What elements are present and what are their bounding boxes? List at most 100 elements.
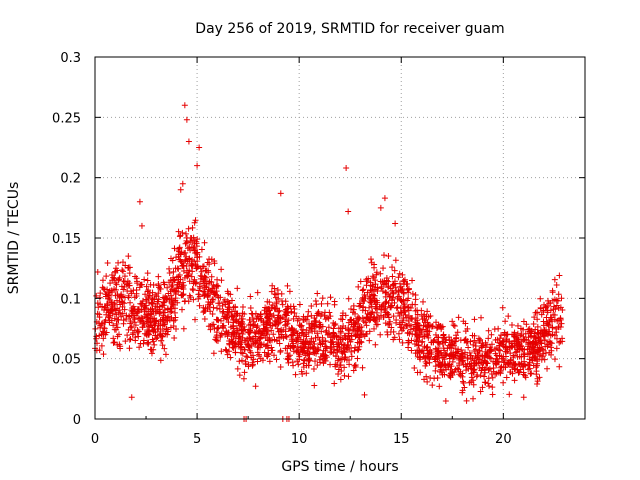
data-point [234, 365, 241, 372]
data-point [186, 278, 193, 285]
data-point [370, 274, 377, 281]
data-point [275, 295, 282, 302]
data-point [514, 322, 521, 329]
chart-title: Day 256 of 2019, SRMTID for receiver gua… [195, 21, 504, 37]
data-point [366, 337, 373, 344]
data-point [503, 337, 510, 344]
data-point [418, 307, 425, 314]
data-point [239, 334, 246, 341]
data-point [418, 339, 425, 346]
data-point [182, 240, 189, 247]
data-point [485, 335, 492, 342]
data-point [190, 245, 197, 252]
data-point [136, 198, 143, 205]
data-point [332, 320, 339, 327]
data-point [414, 311, 421, 318]
data-point [224, 311, 231, 318]
data-point [549, 324, 556, 331]
data-point [133, 290, 140, 297]
data-point [302, 331, 309, 338]
data-point [187, 294, 194, 301]
data-point [382, 305, 389, 312]
data-point [206, 304, 213, 311]
data-point [381, 252, 388, 259]
data-point [143, 283, 150, 290]
data-point [291, 305, 298, 312]
data-point [368, 256, 375, 263]
data-point [149, 306, 156, 313]
data-point [105, 289, 112, 296]
data-point [185, 298, 192, 305]
data-point [493, 352, 500, 359]
data-point [439, 340, 446, 347]
data-point [124, 332, 131, 339]
data-point [461, 384, 468, 391]
data-point [393, 305, 400, 312]
data-point [242, 358, 249, 365]
data-point [110, 339, 117, 346]
data-point [149, 336, 156, 343]
data-point [200, 309, 207, 316]
data-point [170, 301, 177, 308]
data-point [220, 325, 227, 332]
data-point [203, 267, 210, 274]
data-point [464, 355, 471, 362]
data-point [233, 331, 240, 338]
data-point [389, 264, 396, 271]
data-point [119, 259, 126, 266]
data-point [124, 288, 131, 295]
data-point [367, 279, 374, 286]
data-point [428, 339, 435, 346]
data-point [559, 338, 566, 345]
data-point [98, 342, 105, 349]
data-point [127, 320, 134, 327]
data-point [145, 322, 152, 329]
data-point [420, 326, 427, 333]
data-point [533, 368, 540, 375]
data-point [485, 367, 492, 374]
data-point [379, 288, 386, 295]
data-point [359, 364, 366, 371]
data-point [111, 326, 118, 333]
data-point [374, 321, 381, 328]
data-point [530, 321, 537, 328]
data-point [373, 271, 380, 278]
data-point [433, 325, 440, 332]
data-point [244, 354, 251, 361]
data-point [185, 138, 192, 145]
data-point [139, 297, 146, 304]
data-point [438, 369, 445, 376]
data-point [360, 286, 367, 293]
data-point [436, 383, 443, 390]
data-point [260, 318, 267, 325]
data-point [271, 336, 278, 343]
data-point [283, 306, 290, 313]
data-point [271, 352, 278, 359]
data-point [293, 328, 300, 335]
data-point [120, 286, 127, 293]
data-point [532, 326, 539, 333]
data-point [236, 372, 243, 379]
data-point [366, 293, 373, 300]
data-point [471, 337, 478, 344]
data-point [354, 315, 361, 322]
data-point [506, 339, 513, 346]
data-point [298, 322, 305, 329]
data-point [491, 346, 498, 353]
x-tick-label: 0 [91, 432, 99, 447]
data-point [409, 331, 416, 338]
data-point [399, 271, 406, 278]
data-point [405, 337, 412, 344]
data-point [531, 353, 538, 360]
data-point [266, 358, 273, 365]
data-point [454, 329, 461, 336]
data-point [348, 332, 355, 339]
data-point [520, 350, 527, 357]
data-point [230, 344, 237, 351]
data-point [179, 180, 186, 187]
data-point [96, 311, 103, 318]
data-point [324, 300, 331, 307]
data-point [151, 341, 158, 348]
data-point [540, 350, 547, 357]
data-point [511, 329, 518, 336]
